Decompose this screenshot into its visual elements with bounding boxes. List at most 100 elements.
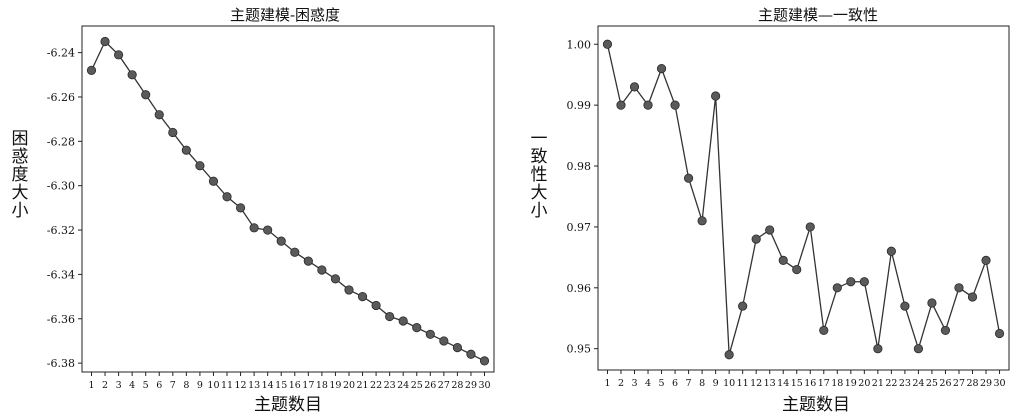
data-point bbox=[127, 70, 137, 80]
x-tick-label: 19 bbox=[329, 380, 341, 391]
y-tick-label: 1.00 bbox=[567, 38, 592, 51]
x-tick-label: 21 bbox=[356, 380, 368, 391]
series-line bbox=[90, 40, 485, 362]
data-point bbox=[711, 91, 721, 101]
x-tick-label: 12 bbox=[750, 378, 762, 389]
data-point bbox=[263, 225, 273, 235]
x-tick-label: 29 bbox=[465, 380, 477, 391]
data-point bbox=[670, 100, 680, 110]
data-point bbox=[141, 90, 151, 100]
data-point bbox=[235, 203, 246, 213]
y-tick-label: 0.98 bbox=[567, 160, 592, 173]
data-point bbox=[317, 265, 327, 275]
data-point bbox=[412, 323, 422, 333]
y-ticks: 1.00 0.99 0.98 0.97 0.96 0.95 bbox=[567, 38, 598, 356]
x-tick-label: 18 bbox=[316, 380, 328, 391]
data-point bbox=[738, 301, 748, 311]
series-polyline bbox=[90, 40, 485, 362]
data-point bbox=[751, 234, 761, 244]
x-tick-label: 19 bbox=[845, 378, 857, 389]
x-ticks: 1 2 3 4 5 6 7 8 9 10 11 12 13 14 15 16 17 18 19 20 21 22 23 24 2… bbox=[604, 370, 1006, 389]
x-tick-label: 11 bbox=[737, 378, 749, 389]
x-tick-label: 27 bbox=[953, 378, 965, 389]
x-tick-label: 13 bbox=[764, 378, 776, 389]
data-point bbox=[994, 328, 1005, 339]
data-point bbox=[981, 255, 991, 266]
series-points bbox=[602, 39, 1005, 360]
x-tick-label: 26 bbox=[939, 378, 951, 389]
x-axis-label: 主题数目 bbox=[254, 395, 322, 415]
data-point bbox=[886, 246, 896, 256]
x-tick-label: 17 bbox=[302, 380, 314, 391]
y-tick-label: -6.26 bbox=[47, 91, 75, 104]
data-point bbox=[765, 225, 775, 235]
y-tick-label: 0.95 bbox=[567, 343, 592, 356]
data-point bbox=[616, 100, 626, 110]
y-tick-label: 0.99 bbox=[567, 99, 592, 112]
data-point bbox=[778, 255, 788, 266]
x-tick-label: 24 bbox=[912, 378, 924, 389]
data-point bbox=[303, 256, 313, 266]
series-line bbox=[606, 44, 1001, 355]
data-point bbox=[86, 65, 97, 75]
x-tick-label: 18 bbox=[831, 378, 843, 389]
y-tick-label: 0.97 bbox=[567, 221, 592, 234]
data-point bbox=[425, 329, 435, 339]
x-tick-label: 20 bbox=[343, 380, 355, 391]
data-point bbox=[832, 283, 842, 293]
x-tick-label: 15 bbox=[275, 380, 287, 391]
x-tick-label: 1 bbox=[88, 380, 94, 391]
x-tick-label: 23 bbox=[899, 378, 911, 389]
x-tick-label: 30 bbox=[478, 380, 490, 391]
x-tick-label: 13 bbox=[248, 380, 260, 391]
data-point bbox=[357, 291, 368, 302]
y-tick-label: -6.38 bbox=[47, 357, 75, 370]
data-point bbox=[371, 300, 381, 311]
x-tick-label: 2 bbox=[618, 378, 624, 389]
x-tick-label: 28 bbox=[451, 380, 463, 391]
x-tick-label: 4 bbox=[645, 378, 651, 389]
x-tick-label: 14 bbox=[777, 378, 789, 389]
x-ticks: 1 2 3 4 5 6 7 8 9 10 11 12 13 14 15 16 17 18 19 20 21 22 23 24 2… bbox=[88, 372, 491, 391]
data-point bbox=[181, 145, 191, 155]
x-tick-label: 25 bbox=[411, 380, 423, 391]
y-tick-label: -6.30 bbox=[47, 180, 75, 193]
x-tick-label: 26 bbox=[424, 380, 436, 391]
y-axis-label: 一致性大小 bbox=[531, 129, 548, 221]
data-point bbox=[873, 344, 883, 354]
x-tick-label: 14 bbox=[262, 380, 274, 391]
y-tick-label: -6.24 bbox=[47, 47, 75, 60]
data-point bbox=[290, 247, 300, 257]
y-tick-label: -6.34 bbox=[47, 268, 75, 281]
x-tick-label: 5 bbox=[659, 378, 665, 389]
x-tick-label: 3 bbox=[631, 378, 637, 389]
x-tick-label: 20 bbox=[858, 378, 870, 389]
x-tick-label: 3 bbox=[116, 380, 122, 391]
data-point bbox=[154, 110, 164, 120]
x-tick-label: 30 bbox=[993, 378, 1005, 389]
x-tick-label: 15 bbox=[791, 378, 803, 389]
x-tick-label: 10 bbox=[207, 380, 219, 391]
x-tick-label: 25 bbox=[926, 378, 938, 389]
data-point bbox=[398, 316, 408, 326]
perplexity-chart: 主题建模-困惑度 -6.24-6.26-6.28-6.30-6.32-6.34-… bbox=[12, 6, 495, 415]
x-tick-label: 8 bbox=[699, 378, 705, 389]
data-point bbox=[683, 173, 694, 183]
x-tick-label: 16 bbox=[289, 380, 301, 391]
data-point bbox=[697, 216, 707, 226]
plot-frame bbox=[597, 25, 1010, 371]
x-tick-label: 6 bbox=[156, 380, 162, 391]
series-points bbox=[86, 36, 490, 366]
data-point bbox=[344, 285, 354, 295]
data-point bbox=[954, 283, 964, 293]
data-point bbox=[602, 39, 613, 49]
x-tick-label: 9 bbox=[197, 380, 203, 391]
data-point bbox=[927, 298, 937, 308]
data-point bbox=[479, 356, 490, 366]
data-point bbox=[222, 192, 232, 202]
x-tick-label: 7 bbox=[170, 380, 176, 391]
x-tick-label: 1 bbox=[604, 378, 610, 389]
x-tick-label: 9 bbox=[713, 378, 719, 389]
data-point bbox=[643, 100, 653, 110]
